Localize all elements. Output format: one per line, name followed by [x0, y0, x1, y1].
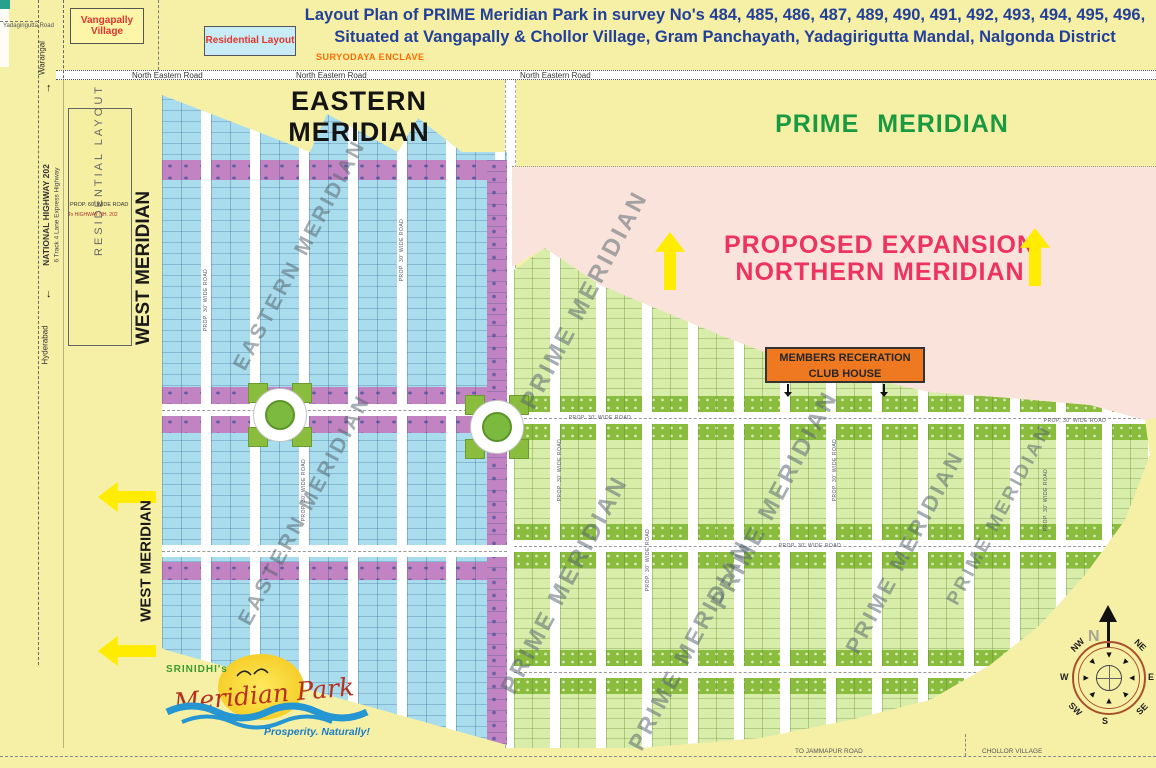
west-meridian-title: WEST MERIDIAN	[137, 500, 155, 622]
roundabout-green	[265, 400, 295, 430]
minor-road	[158, 0, 159, 70]
club-pointer-arrow	[880, 384, 888, 397]
yadagirigutta-road-label: Yadagirigutta Road	[3, 23, 54, 29]
compass-label-w: W	[1060, 672, 1069, 682]
plan-title-line2: Situated at Vangapally & Chollor Village…	[334, 28, 1116, 46]
dark-green-plot-row	[514, 424, 1150, 440]
compass-label-se: SE	[1134, 701, 1150, 717]
compass-outer-circle	[1072, 641, 1146, 715]
eastern-meridian-plot-grid	[162, 95, 507, 745]
purple-plot-row	[162, 562, 507, 580]
prop-60-road-label: PROP. 60' WIDE ROAD	[70, 202, 129, 208]
bottom-road	[0, 756, 1156, 757]
road-label: PROP. 30' WIDE ROAD	[1043, 468, 1049, 532]
roundabout-green	[482, 412, 512, 442]
meridian-park-logo: SRINIDHI's Meridian Park Prosperity. Nat…	[156, 650, 370, 750]
west-arrow	[98, 636, 156, 666]
compass-pointer: ▲	[1126, 673, 1137, 683]
purple-plot-row	[162, 387, 507, 404]
dark-green-plot-row	[514, 524, 1150, 540]
horizontal-road	[514, 412, 1150, 424]
compass-ghost-n: N	[1088, 628, 1100, 645]
residential-layout-label: RESIDENTIAL LAYOUT	[93, 84, 105, 256]
road-label: PROP. 30' WIDE ROAD	[778, 543, 842, 549]
hyderabad-label: Hyderabad	[40, 325, 50, 365]
scan-edge-artifact	[0, 9, 9, 67]
proposed-expansion-line1: PROPOSED EXPANSION	[723, 231, 1037, 259]
compass-pointer: ▲	[1104, 650, 1114, 661]
eastern-meridian-title: EASTERN MERIDIAN	[288, 86, 430, 147]
residential-layout-parcel	[68, 108, 132, 346]
purple-plot-row	[162, 160, 507, 180]
south-direction-arrow: ↓	[46, 288, 52, 300]
compass-label-e: E	[1148, 672, 1155, 682]
scan-corner-artifact	[0, 0, 10, 9]
to-jammapur-label: TO JAMMAPUR ROAD	[795, 748, 863, 755]
compass-label-s: S	[1102, 716, 1109, 726]
dark-green-plot-row	[514, 396, 1150, 412]
club-house-line2: CLUB HOUSE	[808, 367, 882, 380]
road-label: PROP. 30' WIDE ROAD	[203, 268, 209, 332]
compass-north-arrow	[1099, 596, 1117, 622]
national-highway-label: NATIONAL HIGHWAY 202	[41, 164, 51, 266]
dark-green-plot-row	[514, 650, 1150, 666]
compass-rose: N ▲ ▲ ▲ ▲ ▲ ▲ ▲ ▲ W E S NW NE SW SE	[1058, 592, 1156, 742]
road-label: PROP. 30' WIDE ROAD	[832, 438, 838, 502]
compass-inner-circle	[1078, 647, 1140, 709]
proposed-expansion-line2: NORTHERN MERIDIAN	[735, 258, 1025, 286]
compass-pointer: ▲	[1104, 695, 1114, 706]
north-eastern-road-label: North Eastern Road	[520, 71, 591, 80]
north-direction-arrow: ↑	[46, 82, 52, 94]
road-label: PROP. 30' WIDE ROAD	[645, 528, 651, 592]
proposed-zone-boundary	[512, 166, 1156, 167]
club-pointer-arrow	[784, 384, 792, 397]
suryodaya-enclave-label: SURYODAYA ENCLAVE	[316, 52, 425, 62]
birds-icon	[236, 668, 269, 677]
highway-sub-label: 6 Track 4 Lane Express Highway	[53, 167, 61, 263]
road-label: PROP. 30' WIDE ROAD	[557, 438, 563, 502]
road-label: PROP. 30' WIDE ROAD	[1043, 418, 1107, 424]
logo-brand: SRINIDHI's	[166, 664, 228, 675]
road-label: PROP. 30' WIDE ROAD	[301, 458, 307, 522]
compass-hub	[1096, 665, 1122, 691]
warangal-label: Warangal	[37, 41, 47, 75]
wave-icon	[165, 702, 369, 730]
north-eastern-road	[56, 70, 1156, 80]
compass-north-arrow-stem	[1107, 614, 1110, 648]
chollor-village-label: CHOLLOR VILLAGE	[982, 748, 1043, 755]
to-highway-label: To HIGHWAY NH. 202	[68, 212, 118, 218]
logo-tagline: Prosperity. Naturally!	[264, 726, 370, 738]
yadagirigutta-road-line	[0, 21, 38, 22]
road-label: PROP. 30' WIDE ROAD	[568, 415, 632, 421]
club-house-box: MEMBERS RECERATION CLUB HOUSE	[765, 347, 925, 383]
compass-pointer: ▲	[1081, 673, 1092, 683]
horizontal-road	[162, 404, 507, 416]
map-sheet-border	[63, 80, 64, 748]
chollor-side-road	[965, 734, 966, 756]
vangapally-village-box: Vangapally Village	[70, 8, 144, 44]
west-meridian-title: WEST MERIDIAN	[133, 190, 154, 346]
club-house-line1: MEMBERS RECERATION	[779, 352, 911, 364]
residential-layout-box-top: Residential Layout	[204, 26, 296, 56]
road-label: PROP. 30' WIDE ROAD	[399, 218, 405, 282]
north-eastern-road-label: North Eastern Road	[296, 71, 367, 80]
roundabout-ring	[470, 400, 524, 454]
prime-meridian-title: PRIME MERIDIAN	[775, 110, 1009, 138]
horizontal-road	[514, 540, 1150, 552]
plan-title-line1: Layout Plan of PRIME Meridian Park in su…	[304, 6, 1146, 24]
dark-green-plot-row	[514, 552, 1150, 568]
north-eastern-road-label: North Eastern Road	[132, 71, 203, 80]
horizontal-road	[162, 545, 507, 557]
